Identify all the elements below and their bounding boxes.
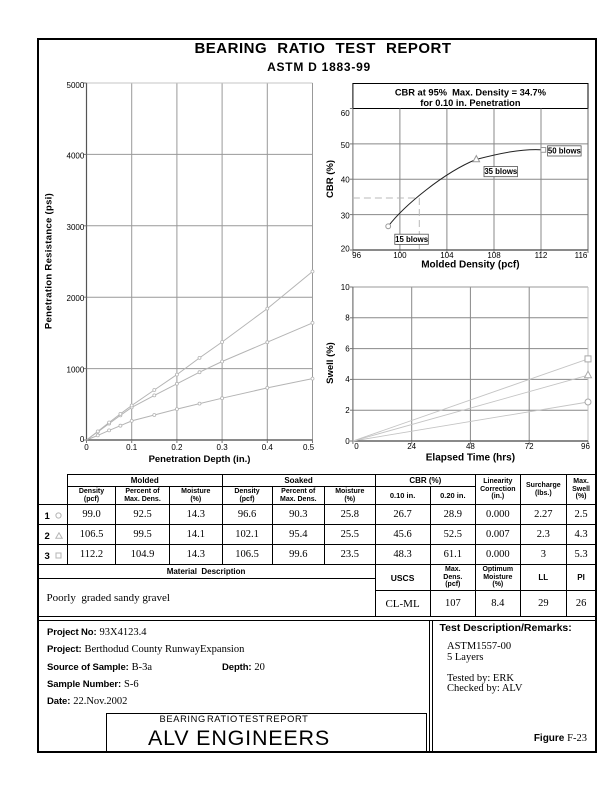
- svg-text:Swell (%): Swell (%): [325, 342, 336, 384]
- svg-text:CBR at 95% Max. Density = 34.: CBR at 95% Max. Density = 34.7%: [395, 88, 547, 98]
- svg-text:40: 40: [341, 175, 350, 184]
- svg-text:Penetration Resistance (psi): Penetration Resistance (psi): [44, 193, 55, 329]
- svg-text:CBR (%): CBR (%): [325, 160, 336, 198]
- svg-text:15 blows: 15 blows: [395, 235, 429, 244]
- svg-text:24: 24: [407, 442, 416, 451]
- svg-text:0: 0: [345, 437, 350, 446]
- svg-text:1000: 1000: [67, 366, 85, 375]
- svg-text:50: 50: [341, 141, 350, 150]
- svg-text:5000: 5000: [67, 81, 85, 90]
- svg-text:for 0.10 in. Penetration: for 0.10 in. Penetration: [420, 98, 521, 108]
- svg-text:20: 20: [341, 245, 350, 254]
- svg-text:3000: 3000: [67, 223, 85, 232]
- svg-text:116: 116: [575, 251, 588, 260]
- svg-text:0.1: 0.1: [126, 443, 138, 452]
- svg-text:Penetration Depth (in.): Penetration Depth (in.): [149, 454, 251, 465]
- svg-text:104: 104: [440, 251, 454, 260]
- svg-text:0.5: 0.5: [303, 443, 315, 452]
- svg-text:50 blows: 50 blows: [548, 146, 582, 155]
- svg-text:30: 30: [341, 212, 350, 221]
- svg-text:100: 100: [393, 251, 407, 260]
- svg-text:0: 0: [80, 435, 85, 444]
- svg-text:Elapsed Time (hrs): Elapsed Time (hrs): [426, 453, 515, 464]
- svg-text:4: 4: [345, 375, 350, 384]
- svg-text:6: 6: [345, 344, 350, 353]
- svg-text:0: 0: [84, 443, 89, 452]
- svg-text:4000: 4000: [67, 151, 85, 160]
- svg-text:0: 0: [354, 442, 359, 451]
- svg-text:48: 48: [466, 442, 475, 451]
- svg-text:0.4: 0.4: [262, 443, 274, 452]
- svg-text:35 blows: 35 blows: [484, 167, 518, 176]
- svg-text:60: 60: [341, 109, 350, 118]
- svg-text:0.2: 0.2: [171, 443, 183, 452]
- svg-text:2: 2: [345, 406, 350, 415]
- svg-text:10: 10: [341, 283, 350, 292]
- svg-text:2000: 2000: [67, 294, 85, 303]
- svg-text:96: 96: [352, 251, 361, 260]
- svg-text:108: 108: [487, 251, 501, 260]
- svg-text:Molded Density (pcf): Molded Density (pcf): [421, 260, 519, 271]
- svg-text:8: 8: [345, 314, 350, 323]
- svg-text:0.3: 0.3: [217, 443, 229, 452]
- svg-text:96: 96: [581, 442, 590, 451]
- svg-text:112: 112: [535, 251, 548, 260]
- svg-text:72: 72: [525, 442, 534, 451]
